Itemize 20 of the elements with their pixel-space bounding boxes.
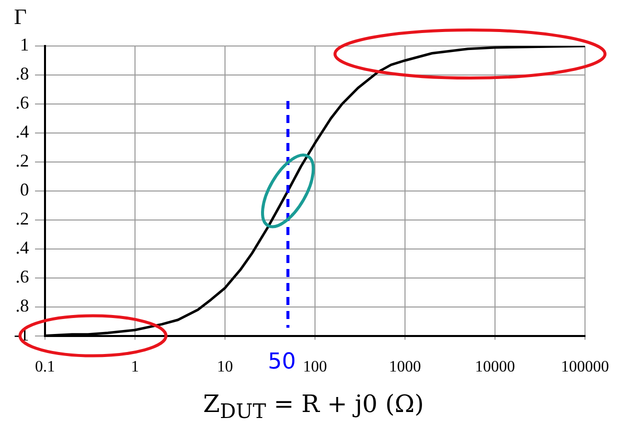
y-axis-title: Γ xyxy=(14,4,27,30)
y-tick-label: 1 xyxy=(20,34,29,55)
y-tick-label: .4 xyxy=(15,238,29,258)
x-tick-label: 100 xyxy=(302,358,327,376)
x-tick-label: 1000 xyxy=(389,358,421,376)
x-tick-label: 10 xyxy=(216,358,233,376)
ref-line-label: 50 xyxy=(268,350,296,375)
y-tick-label: .2 xyxy=(15,208,29,229)
y-tick-label: .6 xyxy=(15,92,29,113)
y-tick-label: .8 xyxy=(15,296,29,316)
x-tick-label: 100000 xyxy=(561,358,609,376)
x-tick-label: 0.1 xyxy=(34,358,55,376)
x-tick-label: 1 xyxy=(130,358,139,376)
y-tick-label: .8 xyxy=(15,64,29,84)
y-tick-label: 0 xyxy=(20,180,29,200)
y-tick-label: .4 xyxy=(15,122,29,142)
x-axis-title: Z$_{DUT}$ = R + j0 (Ω) xyxy=(202,390,425,423)
y-tick-label: .6 xyxy=(15,266,29,287)
x-tick-label: 10000 xyxy=(475,358,515,376)
y-tick-label: .2 xyxy=(15,150,29,171)
